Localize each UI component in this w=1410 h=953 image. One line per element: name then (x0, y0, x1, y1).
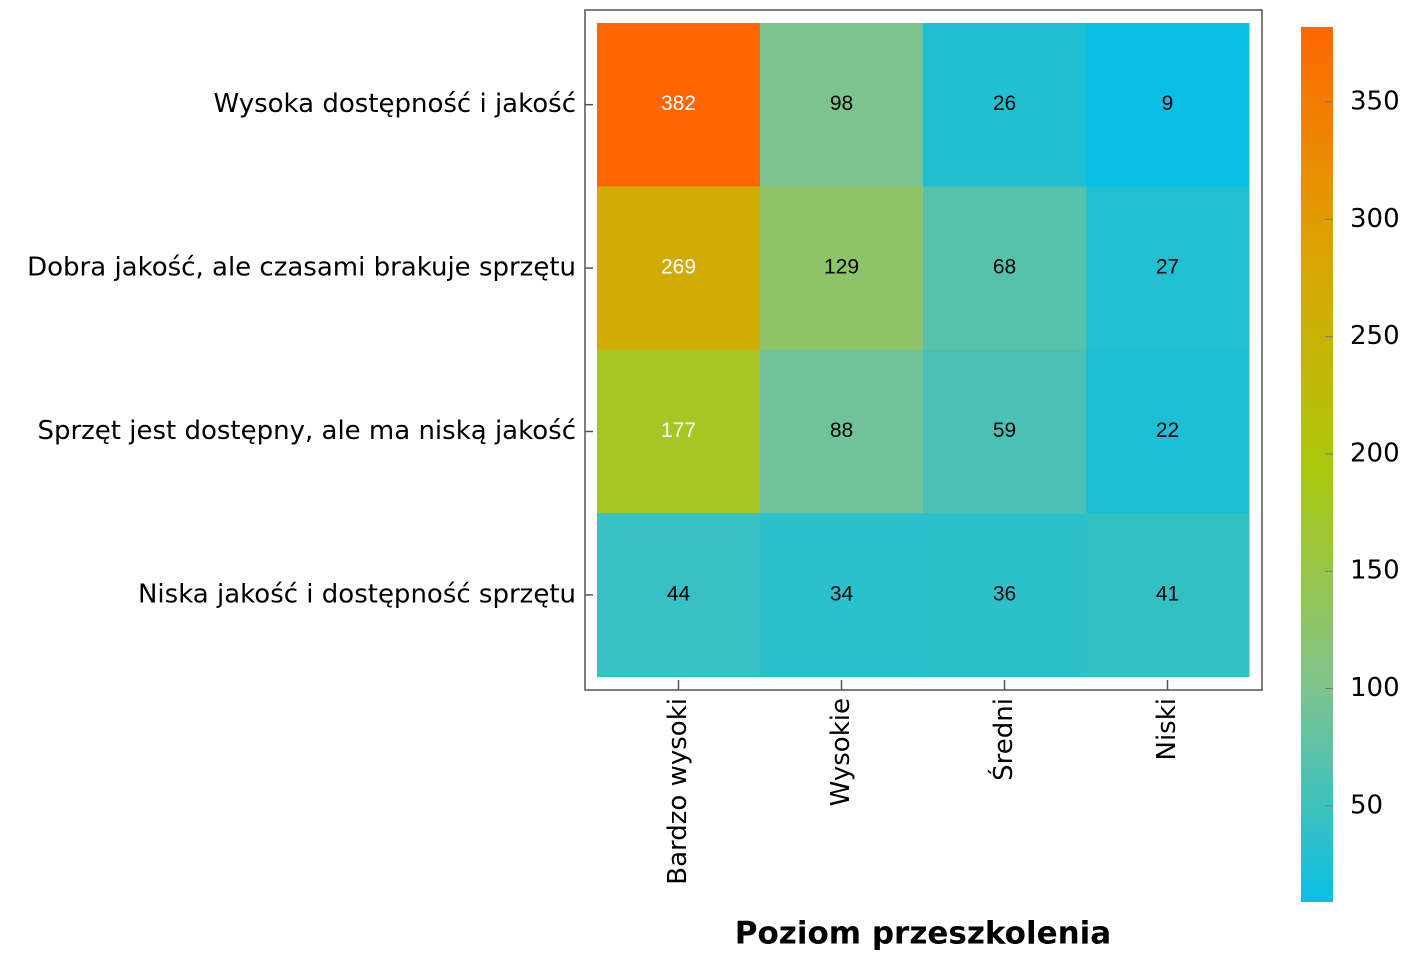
cell-label: 22 (1156, 419, 1179, 442)
cell-label: 44 (667, 582, 691, 605)
heatmap-cell (760, 23, 924, 187)
heatmap-cell (1086, 349, 1250, 514)
colorbar-tick-label: 350 (1350, 87, 1400, 117)
x-axis-label: Poziom przeszkolenia (735, 916, 1111, 952)
colorbar-tick-label: 100 (1350, 673, 1400, 703)
cell-label: 88 (830, 419, 853, 442)
heatmap-cell (597, 349, 761, 514)
cell-label: 269 (661, 256, 696, 279)
colorbar-tick-label: 250 (1350, 321, 1400, 351)
colorbar-tick-label: 200 (1350, 438, 1400, 468)
heatmap-cell (760, 186, 924, 351)
colorbar (1301, 27, 1333, 902)
heatmap-cell (760, 349, 924, 514)
y-tick-label: Sprzęt jest dostępny, ale ma niską jakoś… (37, 416, 576, 446)
cell-label: 9 (1162, 92, 1174, 115)
cell-label: 59 (993, 419, 1016, 442)
y-tick-label: Dobra jakość, ale czasami brakuje sprzęt… (27, 253, 576, 283)
cell-label: 68 (993, 256, 1016, 279)
heatmap-cell (1086, 23, 1250, 187)
cell-label: 382 (661, 92, 696, 115)
cell-label: 34 (830, 582, 854, 605)
heatmap-cell (597, 186, 761, 351)
x-tick-label: Niski (1152, 698, 1182, 761)
heatmap-cell (1086, 186, 1250, 351)
plot-frame (584, 9, 1263, 691)
cell-label: 26 (993, 92, 1016, 115)
y-tick-label: Niska jakość i dostępność sprzętu (138, 579, 576, 609)
heatmap-cell (923, 513, 1087, 678)
x-tick-label: Wysokie (826, 698, 856, 806)
x-tick-label: Średni (987, 698, 1019, 781)
cell-label: 177 (661, 419, 696, 442)
cell-label: 27 (1156, 256, 1179, 279)
cell-label: 36 (993, 582, 1016, 605)
heatmap-cell (760, 513, 924, 678)
heatmap-cell (923, 23, 1087, 187)
cell-label: 98 (830, 92, 853, 115)
heatmap-cell (597, 23, 761, 187)
cell-label: 129 (824, 256, 859, 279)
heatmap-cell (597, 513, 761, 678)
y-tick-label: Wysoka dostępność i jakość (213, 89, 576, 119)
heatmap-cell (923, 349, 1087, 514)
colorbar-tick-label: 300 (1350, 204, 1400, 234)
colorbar-tick-label: 150 (1350, 556, 1400, 586)
colorbar-tick-label: 50 (1350, 790, 1383, 820)
heatmap-cell (923, 186, 1087, 351)
cell-label: 41 (1156, 582, 1179, 605)
x-tick-label: Bardzo wysoki (663, 698, 693, 885)
heatmap-cell (1086, 513, 1250, 678)
